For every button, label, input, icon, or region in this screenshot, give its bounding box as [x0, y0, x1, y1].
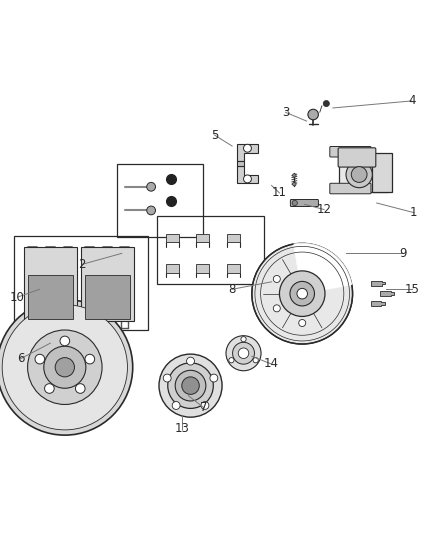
Polygon shape [166, 264, 179, 273]
Polygon shape [237, 161, 244, 166]
Circle shape [75, 384, 85, 393]
Text: 6: 6 [17, 352, 25, 365]
Circle shape [252, 243, 353, 344]
Text: 10: 10 [10, 290, 25, 304]
Circle shape [293, 174, 296, 177]
Circle shape [229, 358, 234, 363]
Polygon shape [237, 144, 258, 161]
Circle shape [297, 288, 307, 299]
Polygon shape [237, 166, 258, 183]
Text: 7: 7 [200, 401, 208, 414]
FancyBboxPatch shape [290, 199, 318, 206]
Polygon shape [28, 275, 73, 319]
Circle shape [35, 354, 45, 364]
Circle shape [2, 304, 127, 430]
Circle shape [85, 354, 95, 364]
Circle shape [163, 374, 171, 382]
Circle shape [168, 363, 213, 408]
Text: 14: 14 [263, 357, 278, 370]
Text: 5: 5 [211, 128, 218, 142]
Text: 1: 1 [410, 206, 418, 219]
Polygon shape [166, 233, 179, 243]
FancyBboxPatch shape [338, 148, 376, 167]
Polygon shape [196, 233, 209, 243]
Circle shape [273, 276, 280, 282]
Polygon shape [24, 247, 77, 321]
Circle shape [346, 161, 372, 188]
Text: 13: 13 [174, 422, 189, 435]
Polygon shape [371, 301, 385, 306]
Circle shape [233, 342, 254, 364]
Polygon shape [227, 233, 240, 243]
Circle shape [147, 182, 155, 191]
Circle shape [323, 101, 329, 107]
Circle shape [226, 336, 261, 371]
Circle shape [55, 358, 74, 377]
Circle shape [244, 175, 251, 183]
Circle shape [210, 374, 218, 382]
Text: 3: 3 [282, 106, 289, 119]
Circle shape [60, 336, 70, 346]
Text: 4: 4 [408, 94, 416, 108]
Text: 15: 15 [404, 283, 419, 296]
Text: 11: 11 [272, 187, 287, 199]
Circle shape [279, 271, 325, 317]
Circle shape [299, 319, 306, 327]
Circle shape [187, 357, 194, 365]
Circle shape [273, 305, 280, 312]
Circle shape [293, 182, 296, 186]
Polygon shape [339, 149, 388, 192]
Polygon shape [372, 152, 392, 192]
Circle shape [172, 401, 180, 409]
Circle shape [308, 109, 318, 120]
Circle shape [241, 336, 246, 342]
Circle shape [292, 200, 297, 206]
Polygon shape [380, 291, 394, 296]
Circle shape [244, 144, 251, 152]
Text: 9: 9 [399, 247, 407, 260]
Circle shape [238, 348, 249, 359]
Circle shape [182, 377, 199, 394]
Circle shape [175, 370, 206, 401]
Circle shape [45, 384, 54, 393]
Text: 12: 12 [317, 203, 332, 216]
Circle shape [159, 354, 222, 417]
Circle shape [147, 206, 155, 215]
Polygon shape [196, 264, 209, 273]
Polygon shape [85, 275, 130, 319]
Circle shape [253, 358, 258, 363]
FancyBboxPatch shape [330, 147, 371, 157]
Text: 8: 8 [229, 283, 236, 296]
Text: 2: 2 [78, 258, 86, 271]
Circle shape [201, 401, 209, 409]
Circle shape [44, 346, 86, 388]
Circle shape [290, 281, 314, 306]
FancyBboxPatch shape [330, 183, 371, 194]
Circle shape [28, 330, 102, 405]
Circle shape [0, 300, 133, 435]
Polygon shape [227, 264, 240, 273]
Circle shape [351, 167, 367, 182]
Polygon shape [293, 243, 352, 294]
Polygon shape [81, 247, 134, 321]
Polygon shape [371, 280, 385, 286]
